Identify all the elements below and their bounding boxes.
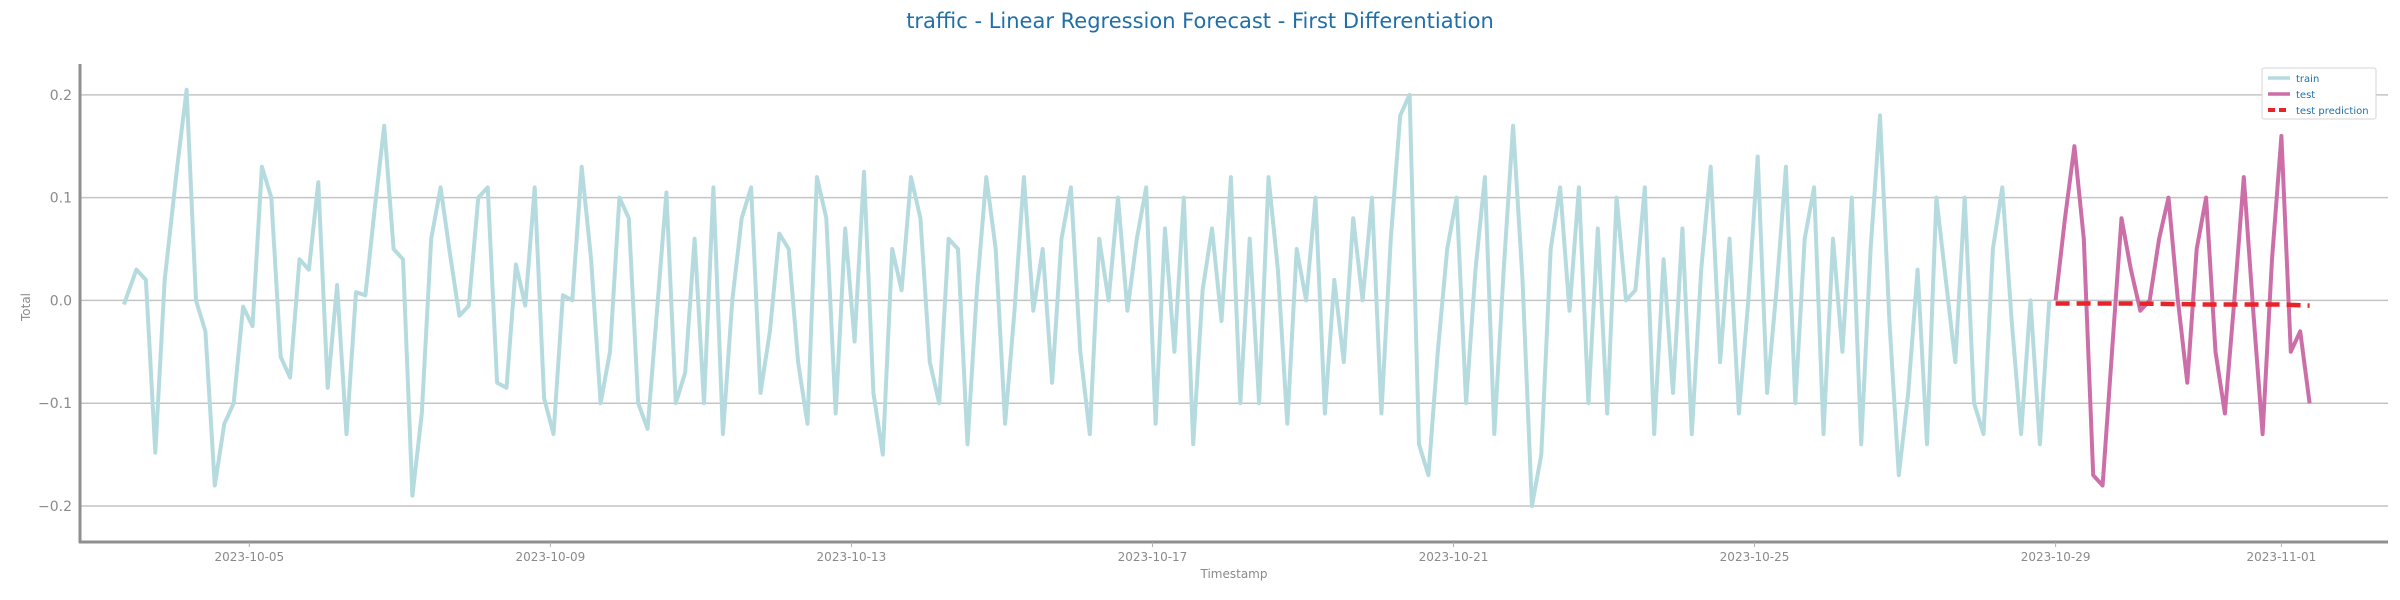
y-tick-label: 0.1 xyxy=(50,191,72,207)
x-axis-label: Timestamp xyxy=(1200,567,1268,581)
series-line-test xyxy=(2053,134,2312,488)
x-tick-label: 2023-11-01 xyxy=(2247,550,2317,564)
y-tick-label: 0.2 xyxy=(50,88,72,104)
x-tick-label: 2023-10-21 xyxy=(1419,550,1489,564)
x-ticks: 2023-10-05 2023-10-09 2023-10-13 2023-10-17… xyxy=(214,542,2316,564)
legend: train test test prediction xyxy=(2261,67,2377,120)
legend-label: test prediction xyxy=(2296,106,2369,117)
y-tick-label: 0.0 xyxy=(50,293,72,309)
x-tick-label: 2023-10-13 xyxy=(817,550,887,564)
x-tick-label: 2023-10-25 xyxy=(1720,550,1790,564)
series-line-train xyxy=(122,87,2052,508)
axes xyxy=(78,64,2388,544)
x-tick-label: 2023-10-29 xyxy=(2021,550,2091,564)
x-tick-label: 2023-10-09 xyxy=(516,550,586,564)
legend-box xyxy=(2261,67,2377,120)
x-tick-label: 2023-10-05 xyxy=(214,550,284,564)
legend-label: train xyxy=(2296,74,2319,85)
y-tick-label: −0.1 xyxy=(38,396,72,412)
x-tick-label: 2023-10-17 xyxy=(1118,550,1188,564)
y-axis-label: Total xyxy=(19,293,33,322)
series-layer xyxy=(122,87,2312,508)
y-tick-label: −0.2 xyxy=(38,499,72,515)
chart-title: traffic - Linear Regression Forecast - F… xyxy=(906,9,1494,33)
series-line-test-prediction xyxy=(2055,301,2310,308)
y-ticks: −0.2 −0.1 0.0 0.1 0.2 xyxy=(38,88,72,515)
legend-label: test xyxy=(2296,90,2315,101)
